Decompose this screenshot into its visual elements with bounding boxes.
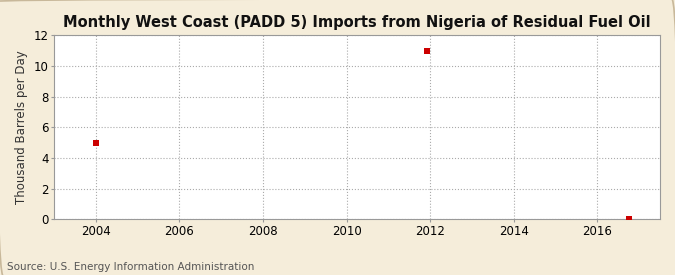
- Text: Source: U.S. Energy Information Administration: Source: U.S. Energy Information Administ…: [7, 262, 254, 272]
- Y-axis label: Thousand Barrels per Day: Thousand Barrels per Day: [15, 51, 28, 204]
- Title: Monthly West Coast (PADD 5) Imports from Nigeria of Residual Fuel Oil: Monthly West Coast (PADD 5) Imports from…: [63, 15, 651, 30]
